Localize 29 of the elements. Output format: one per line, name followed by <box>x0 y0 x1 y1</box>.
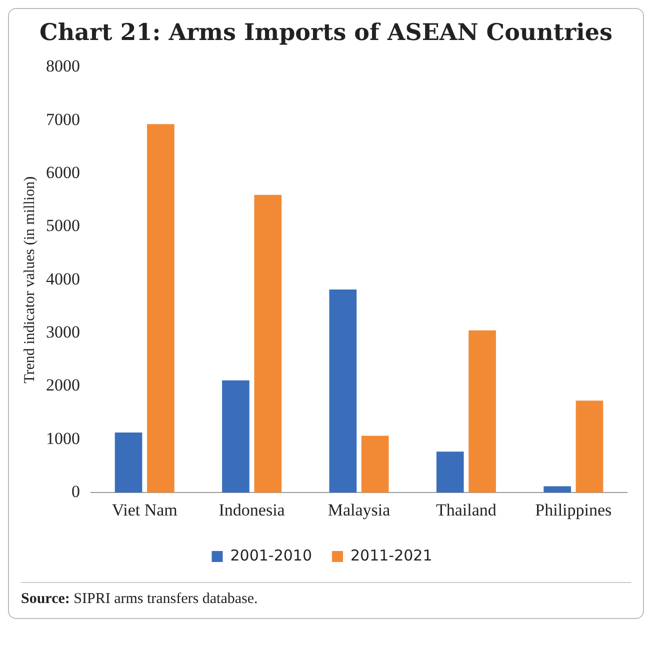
legend-label: 2011-2021 <box>350 546 432 564</box>
bar <box>329 289 357 493</box>
bar <box>114 432 142 493</box>
x-tick-label: Indonesia <box>218 500 286 520</box>
x-tick-label: Malaysia <box>328 500 391 520</box>
y-tick-label: 7000 <box>46 110 80 129</box>
bar <box>222 380 250 493</box>
y-tick-label: 5000 <box>46 216 80 236</box>
bar <box>436 452 464 493</box>
y-tick-label: 4000 <box>46 269 80 288</box>
y-tick-label: 3000 <box>46 322 80 342</box>
bar <box>147 124 174 493</box>
y-tick-label: 1000 <box>46 428 80 448</box>
bar <box>576 400 604 493</box>
y-tick-label: 2000 <box>46 376 80 395</box>
x-tick-label: Philippines <box>535 500 612 520</box>
bar <box>254 194 282 493</box>
bar <box>468 330 496 493</box>
y-tick-label: 6000 <box>46 163 80 182</box>
x-tick-label: Viet Nam <box>112 500 178 520</box>
y-tick-label: 0 <box>72 482 80 502</box>
bar <box>544 486 571 493</box>
y-axis-title: Trend indicator values (in million) <box>22 176 38 384</box>
bar <box>361 436 389 493</box>
source-note: Source: SIPRI arms transfers database. <box>21 582 631 608</box>
chart-title: Chart 21: Arms Imports of ASEAN Countries <box>38 19 614 46</box>
x-tick-label: Thailand <box>436 500 497 520</box>
legend-label: 2001-2010 <box>230 546 312 564</box>
y-tick-label: 8000 <box>46 56 80 76</box>
